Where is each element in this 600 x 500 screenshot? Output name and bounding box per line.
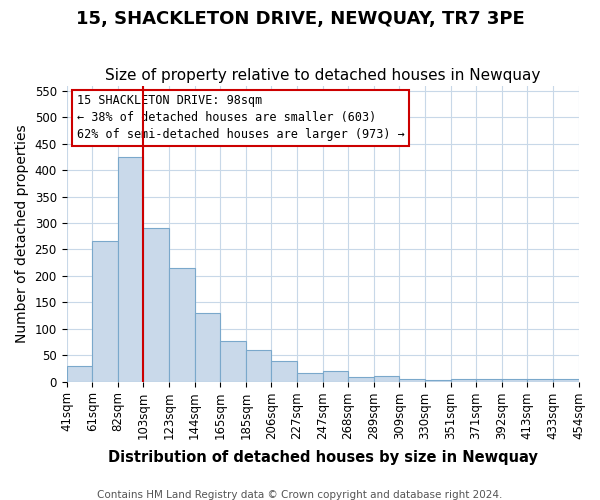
Bar bbox=[271, 361, 297, 382]
Bar bbox=[194, 313, 220, 382]
Bar bbox=[527, 379, 553, 382]
Bar bbox=[92, 242, 118, 382]
Bar bbox=[169, 268, 194, 382]
Text: Contains HM Land Registry data © Crown copyright and database right 2024.: Contains HM Land Registry data © Crown c… bbox=[97, 490, 503, 500]
Title: Size of property relative to detached houses in Newquay: Size of property relative to detached ho… bbox=[105, 68, 540, 83]
Y-axis label: Number of detached properties: Number of detached properties bbox=[15, 124, 29, 343]
X-axis label: Distribution of detached houses by size in Newquay: Distribution of detached houses by size … bbox=[107, 450, 538, 465]
Bar bbox=[297, 373, 323, 382]
Bar bbox=[118, 157, 143, 382]
Text: 15 SHACKLETON DRIVE: 98sqm
← 38% of detached houses are smaller (603)
62% of sem: 15 SHACKLETON DRIVE: 98sqm ← 38% of deta… bbox=[77, 94, 404, 142]
Bar bbox=[348, 377, 374, 382]
Bar bbox=[220, 341, 246, 382]
Bar bbox=[425, 380, 451, 382]
Bar bbox=[374, 376, 400, 382]
Bar bbox=[553, 379, 578, 382]
Bar bbox=[323, 372, 348, 382]
Text: 15, SHACKLETON DRIVE, NEWQUAY, TR7 3PE: 15, SHACKLETON DRIVE, NEWQUAY, TR7 3PE bbox=[76, 10, 524, 28]
Bar bbox=[67, 366, 92, 382]
Bar bbox=[451, 379, 476, 382]
Bar bbox=[476, 379, 502, 382]
Bar bbox=[502, 380, 527, 382]
Bar bbox=[143, 228, 169, 382]
Bar bbox=[246, 350, 271, 382]
Bar bbox=[400, 379, 425, 382]
